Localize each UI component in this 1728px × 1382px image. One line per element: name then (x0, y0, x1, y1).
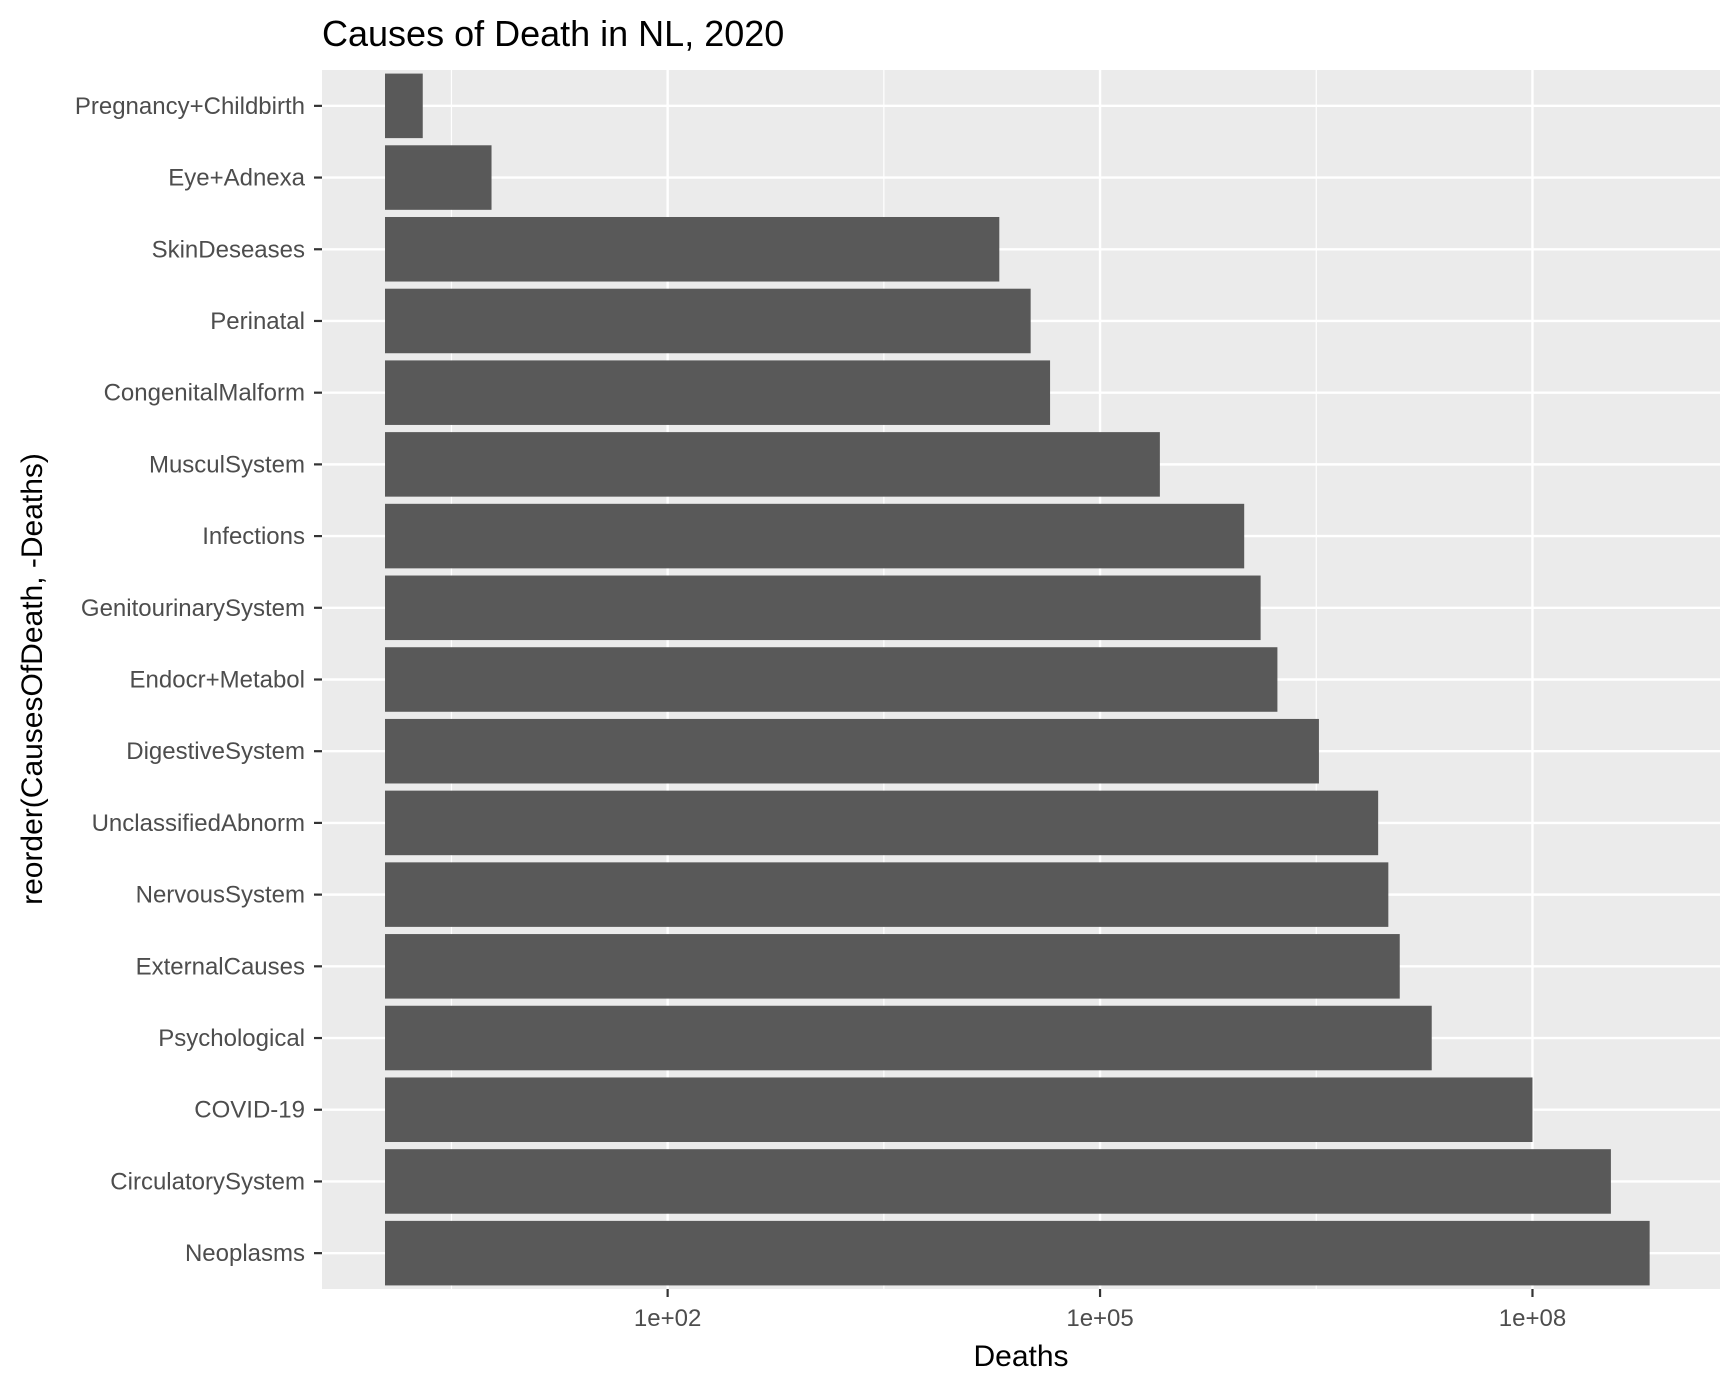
x-axis-ticks: 1e+02 1e+05 1e+08 (634, 1289, 1566, 1332)
y-tick-label: SkinDeseases (152, 236, 305, 263)
y-tick-label: COVID-19 (194, 1097, 305, 1124)
bar-nervoussystem (385, 862, 1389, 927)
chart-title: Causes of Death in NL, 2020 (322, 13, 784, 54)
y-tick-label: DigestiveSystem (126, 738, 305, 765)
bar-circulatorysystem (385, 1149, 1611, 1214)
y-tick-label: Perinatal (210, 308, 305, 335)
bar-unclassifiedabnorm (385, 790, 1379, 856)
x-tick-label: 1e+05 (1066, 1305, 1133, 1332)
bar-digestivesystem (385, 718, 1319, 784)
bar-pregnancy-childbirth (385, 73, 423, 139)
y-tick-label: NervousSystem (136, 882, 305, 909)
bar-endocr-metabol (385, 647, 1278, 712)
bar-psychological (385, 1005, 1432, 1071)
y-tick-label: Endocr+Metabol (130, 667, 305, 694)
x-axis-title: Deaths (973, 1340, 1068, 1373)
y-tick-label: CirculatorySystem (110, 1168, 305, 1195)
bar-eye-adnexa (385, 145, 492, 210)
bar-externalcauses (385, 934, 1400, 999)
bar-congenitalmalform (385, 360, 1051, 425)
x-tick-label: 1e+02 (634, 1305, 701, 1332)
y-tick-label: UnclassifiedAbnorm (92, 810, 305, 837)
y-tick-label: Psychological (158, 1025, 305, 1052)
bar-covid-19 (385, 1077, 1533, 1143)
bar-neoplasms (385, 1220, 1650, 1286)
y-tick-label: Infections (202, 523, 305, 550)
y-tick-label: Pregnancy+Childbirth (75, 93, 305, 120)
bar-infections (385, 503, 1245, 569)
y-tick-label: GenitourinarySystem (81, 595, 305, 622)
bars (385, 73, 1650, 1286)
y-axis-title: reorder(CausesOfDeath, -Deaths) (16, 453, 49, 905)
bar-genitourinarysystem (385, 575, 1261, 641)
bar-perinatal (385, 288, 1031, 354)
y-tick-label: Neoplasms (185, 1240, 305, 1267)
bar-musculsystem (385, 432, 1160, 497)
x-tick-label: 1e+08 (1499, 1305, 1566, 1332)
y-axis-ticks: Neoplasms CirculatorySystem COVID-19 Psycho… (75, 93, 322, 1267)
y-tick-label: Eye+Adnexa (168, 165, 305, 192)
y-tick-label: ExternalCauses (136, 953, 305, 980)
y-tick-label: CongenitalMalform (104, 380, 305, 407)
bar-skindeseases (385, 216, 1000, 282)
y-tick-label: MusculSystem (149, 451, 305, 478)
